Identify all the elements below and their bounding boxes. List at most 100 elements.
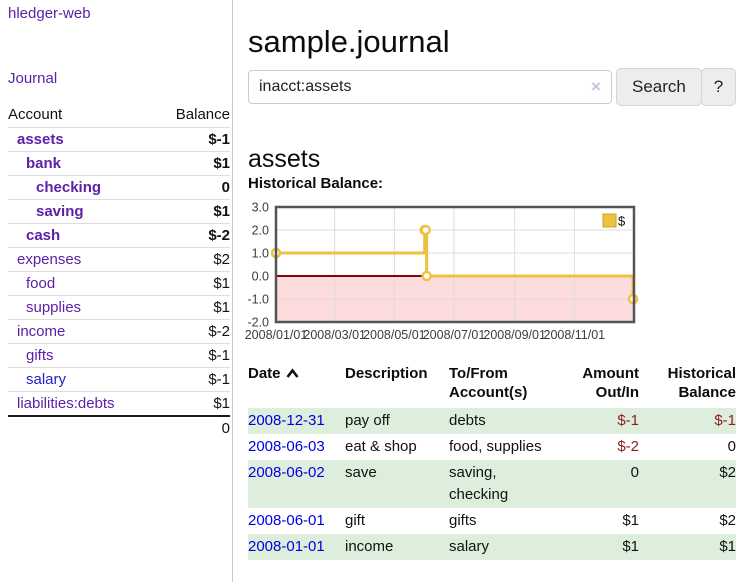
search-input[interactable] (248, 70, 612, 104)
register-column-accounts: To/From Account(s) (449, 365, 528, 401)
transaction-amount: $-2 (617, 438, 639, 455)
page-title: sample.journal (248, 23, 450, 59)
account-balance: 0 (155, 175, 230, 200)
help-button[interactable]: ? (701, 68, 736, 106)
svg-text:$: $ (618, 214, 626, 229)
account-row-saving: saving $1 (8, 199, 230, 224)
account-row-bank: bank $1 (8, 151, 230, 176)
account-link-assets[interactable]: assets (17, 131, 64, 148)
account-link-food[interactable]: food (26, 275, 56, 292)
account-row-checking: checking 0 (8, 175, 230, 200)
account-balance: $-1 (155, 127, 230, 152)
transaction-date-link[interactable]: 2008-06-01 (248, 512, 325, 529)
register-row: 2008-06-03 eat & shop food, supplies $-2… (248, 434, 736, 460)
transaction-amount: $1 (622, 512, 639, 529)
transaction-amount: 0 (561, 460, 639, 508)
transaction-accounts: saving, checking (449, 464, 509, 503)
transaction-balance: $1 (639, 534, 736, 560)
account-link-income[interactable]: income (17, 323, 66, 340)
account-link-salary[interactable]: salary (26, 371, 67, 388)
brand-link[interactable]: hledger-web (8, 5, 91, 22)
account-row-gifts: gifts $-1 (8, 343, 230, 368)
chart-title: Historical Balance: (248, 175, 384, 192)
register-column-date[interactable]: Date (248, 362, 345, 408)
transaction-balance: $2 (719, 512, 736, 529)
account-balance: $-2 (155, 223, 230, 248)
account-balance: $1 (155, 295, 230, 320)
account-row-salary: salary $-1 (8, 367, 230, 392)
account-row-income: income $-2 (8, 319, 230, 344)
account-link-supplies[interactable]: supplies (26, 299, 82, 316)
register-header-row: Date Description To/From Account(s) Amou… (248, 362, 736, 408)
sidebar-item-journal[interactable]: Journal (8, 70, 58, 87)
transaction-amount: $-1 (561, 408, 639, 434)
transaction-balance: 0 (727, 438, 736, 455)
transaction-accounts: food, supplies (449, 438, 542, 455)
transaction-description: eat & shop (345, 438, 417, 455)
svg-text:-2.0: -2.0 (247, 316, 269, 330)
transaction-date-link[interactable]: 2008-12-31 (248, 412, 325, 429)
svg-text:3.0: 3.0 (252, 201, 269, 215)
transaction-date-link[interactable]: 2008-06-02 (248, 464, 325, 481)
transaction-description: pay off (345, 408, 449, 434)
account-balance: $1 (155, 199, 230, 224)
svg-text:2008/09/01: 2008/09/01 (483, 328, 546, 342)
account-row-supplies: supplies $1 (8, 295, 230, 320)
register-table: Date Description To/From Account(s) Amou… (248, 362, 736, 560)
account-row-liabilities-debts: liabilities:debts $1 (8, 391, 230, 416)
transaction-accounts: salary (449, 538, 490, 555)
svg-text:2008/07/01: 2008/07/01 (423, 328, 486, 342)
transaction-date-link[interactable]: 2008-01-01 (248, 538, 325, 555)
accounts-total: 0 (155, 415, 230, 440)
accounts-column-balance: Balance (175, 106, 230, 123)
account-heading: assets (248, 144, 321, 173)
historical-balance-chart: 3.0 2.0 1.0 0.0 -1.0 -2.02008/01/012008/03/01… (245, 201, 639, 342)
svg-text:2.0: 2.0 (252, 224, 269, 238)
sort-ascending-icon (285, 368, 299, 378)
account-row-expenses: expenses $2 (8, 247, 230, 272)
register-row: 2008-06-01 gift gifts $1 $2 (248, 508, 736, 534)
svg-text:1.0: 1.0 (252, 247, 269, 261)
account-row-food: food $1 (8, 271, 230, 296)
register-column-amount: Amount Out/In (582, 365, 639, 401)
accounts-table: Account Balance assets $-1 bank $1 check… (8, 104, 230, 440)
account-link-saving[interactable]: saving (36, 203, 84, 220)
accounts-total-row: 0 (8, 415, 230, 440)
account-balance: $2 (155, 247, 230, 272)
account-balance: $1 (155, 151, 230, 176)
transaction-date-link[interactable]: 2008-06-03 (248, 438, 325, 455)
transaction-description: gift (345, 512, 366, 529)
transaction-accounts: gifts (449, 512, 477, 529)
account-balance: $-1 (155, 343, 230, 368)
svg-text:-1.0: -1.0 (247, 293, 269, 307)
register-row: 2008-06-02 save saving, checking 0 $2 (248, 460, 736, 508)
account-row-cash: cash $-2 (8, 223, 230, 248)
register-column-balance: Historical Balance (667, 365, 736, 401)
transaction-balance: $-1 (639, 408, 736, 434)
sidebar-divider (232, 0, 233, 582)
account-link-gifts[interactable]: gifts (26, 347, 54, 364)
clear-search-icon[interactable]: × (591, 77, 601, 96)
account-balance: $-1 (155, 367, 230, 392)
search-button[interactable]: Search (616, 68, 702, 106)
account-balance: $-2 (155, 319, 230, 344)
register-row: 2008-01-01 income salary $1 $1 (248, 534, 736, 560)
account-link-liabilities-debts[interactable]: liabilities:debts (17, 395, 115, 412)
svg-text:0.0: 0.0 (252, 270, 269, 284)
svg-text:2008/05/01: 2008/05/01 (363, 328, 426, 342)
transaction-description: income (345, 534, 449, 560)
account-link-bank[interactable]: bank (26, 155, 62, 172)
accounts-header-row: Account Balance (8, 104, 230, 128)
account-balance: $1 (155, 271, 230, 296)
transaction-description: save (345, 460, 449, 508)
accounts-column-account: Account (8, 106, 63, 123)
transaction-amount: $1 (561, 534, 639, 560)
transaction-balance: $2 (639, 460, 736, 508)
register-column-description: Description (345, 365, 428, 382)
account-row-assets: assets $-1 (8, 127, 230, 152)
account-link-checking[interactable]: checking (36, 179, 102, 196)
account-link-expenses[interactable]: expenses (17, 251, 82, 268)
account-link-cash[interactable]: cash (26, 227, 61, 244)
register-row: 2008-12-31 pay off debts $-1 $-1 (248, 408, 736, 434)
